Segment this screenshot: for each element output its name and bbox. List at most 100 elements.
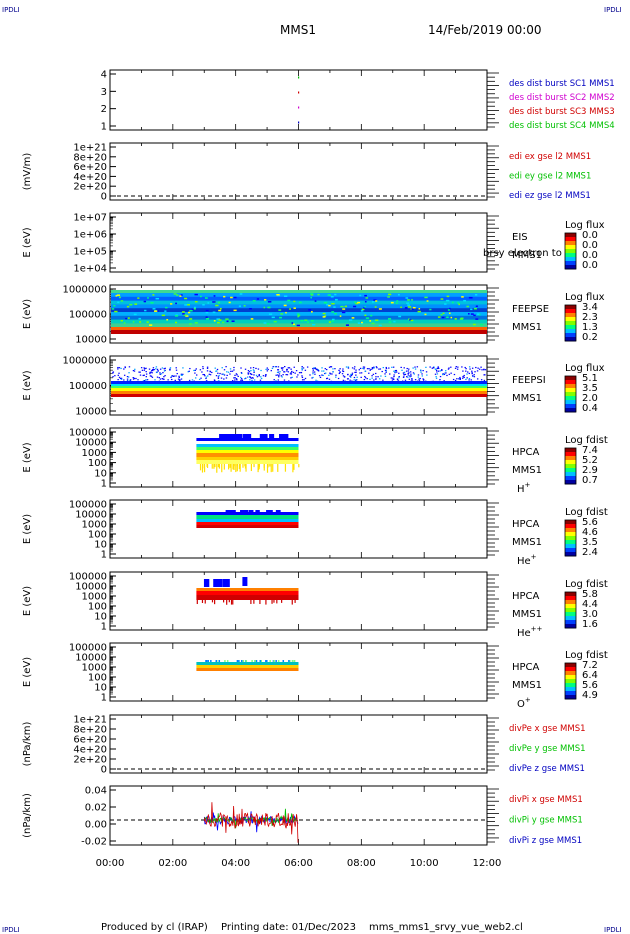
- spectrogram-cell: [381, 370, 383, 373]
- spectrogram-cell: [355, 302, 359, 305]
- spectrogram-cell: [262, 375, 265, 377]
- spectrogram-cell: [439, 375, 442, 378]
- spectrogram-cell: [236, 464, 238, 472]
- spectrogram-cell: [321, 370, 323, 372]
- spectrogram-cell: [373, 367, 375, 369]
- spectrogram-cell: [373, 379, 375, 381]
- spectrogram-cell: [409, 319, 412, 321]
- colorbar-tick-label: 3.0: [582, 609, 598, 620]
- spectrogram-cell: [174, 321, 178, 324]
- spectrogram-cell: [123, 374, 126, 376]
- spectrogram-cell: [378, 378, 381, 380]
- spectrogram-cell: [322, 312, 326, 315]
- spectrogram-cell: [206, 464, 208, 467]
- colorbar-tick-label: 3.4: [582, 302, 598, 313]
- y-tick-label: 1e+06: [73, 230, 107, 241]
- spectrogram-cell: [175, 302, 177, 305]
- spectrogram-cell: [410, 373, 412, 375]
- spectrogram-cell: [350, 376, 352, 378]
- spectrogram-cell: [351, 372, 354, 374]
- spectrogram-cell: [440, 313, 443, 316]
- spectrogram-cell: [210, 660, 212, 663]
- spectrogram-cell: [266, 370, 269, 372]
- spectrogram-cell: [226, 371, 228, 373]
- spectrogram-cell: [263, 306, 266, 309]
- spectrogram-cell: [120, 367, 122, 370]
- spectrogram-cell: [111, 315, 487, 321]
- spectrogram-cell: [361, 308, 365, 311]
- spectrogram-cell: [151, 376, 154, 378]
- colorbar-segment: [565, 540, 576, 545]
- footer-produced-by: Produced by cl (IRAP): [101, 922, 208, 933]
- spectrogram-cell: [133, 377, 136, 379]
- y-tick-label: 3: [101, 87, 107, 98]
- spectrogram-cell: [297, 315, 299, 318]
- spectrogram-cell: [387, 293, 392, 296]
- spectrogram-cell: [458, 303, 460, 306]
- spectrogram-cell: [167, 379, 169, 381]
- spectrogram-cell: [113, 305, 116, 307]
- spectrogram-cell: [196, 595, 299, 600]
- spectrogram-cell: [290, 373, 293, 375]
- spectrogram-cell: [214, 464, 216, 468]
- spectrogram-cell: [283, 379, 286, 381]
- spectrogram-cell: [295, 370, 298, 372]
- colorbar-segment: [565, 237, 576, 242]
- spectrogram-cell: [394, 371, 397, 373]
- spectrogram-cell: [242, 660, 245, 663]
- y-tick-label: 2e+20: [73, 182, 107, 193]
- spectrogram-cell: [357, 322, 361, 324]
- spectrogram-cell: [391, 379, 394, 381]
- spectrogram-cell: [120, 377, 123, 379]
- colorbar-tick-label: 5.1: [582, 373, 598, 384]
- instrument-label: FEEPSI: [512, 375, 546, 386]
- y-tick-label: 10: [94, 612, 107, 623]
- spectrogram-cell: [424, 296, 428, 299]
- spectrogram-cell: [276, 371, 279, 373]
- spectrogram-cell: [390, 301, 394, 304]
- spectrogram-cell: [194, 369, 196, 371]
- spectrogram-cell: [173, 375, 175, 377]
- corner-label-top-left: IPDLI: [2, 6, 20, 14]
- spectrogram-cell: [231, 510, 236, 513]
- spectrogram-cell: [244, 368, 247, 370]
- spectrogram-cell: [225, 366, 227, 368]
- spectrogram-cell: [226, 320, 229, 323]
- spectrogram-cell: [204, 375, 206, 377]
- y-tick-label: 100: [88, 673, 107, 684]
- spectrogram-cell: [142, 374, 144, 377]
- y-tick-label: 100000: [69, 500, 107, 511]
- spectrogram-cell: [112, 372, 114, 374]
- spacecraft-label: MMS1: [512, 465, 542, 476]
- spectrogram-cell: [226, 660, 229, 663]
- spectrogram-cell: [253, 371, 255, 373]
- y-tick-label: 10: [94, 468, 107, 479]
- spectrogram-cell: [251, 373, 253, 376]
- spectrogram-cell: [442, 312, 445, 315]
- spectrogram-cell: [448, 367, 450, 369]
- spectrogram-cell: [118, 376, 121, 378]
- legend-entry: divPe z gse MMS1: [509, 764, 585, 774]
- spectrogram-cell: [240, 379, 242, 381]
- spectrogram-cell: [322, 374, 324, 377]
- spectrogram-cell: [246, 376, 249, 378]
- spectrogram-cell: [404, 373, 407, 376]
- spectrogram-cell: [129, 379, 132, 381]
- spectrogram-cell: [241, 510, 249, 513]
- y-tick-label: 0: [101, 192, 107, 203]
- spectrogram-cell: [232, 600, 234, 605]
- spectrogram-cell: [284, 464, 287, 472]
- spectrogram-cell: [203, 464, 205, 469]
- spectrogram-cell: [212, 301, 216, 303]
- spectrogram-cell: [214, 600, 216, 605]
- spectrogram-cell: [275, 374, 277, 376]
- spectrogram-cell: [235, 378, 238, 380]
- colorbar-segment: [565, 392, 576, 397]
- colorbar-segment: [565, 261, 576, 266]
- spectrogram-cell: [196, 447, 299, 450]
- colorbar-segment: [565, 612, 576, 617]
- y-axis-label: E (eV): [22, 442, 33, 472]
- spectrogram-cell: [331, 320, 334, 323]
- spectrogram-cell: [317, 369, 319, 372]
- spectrogram-cell: [201, 464, 204, 473]
